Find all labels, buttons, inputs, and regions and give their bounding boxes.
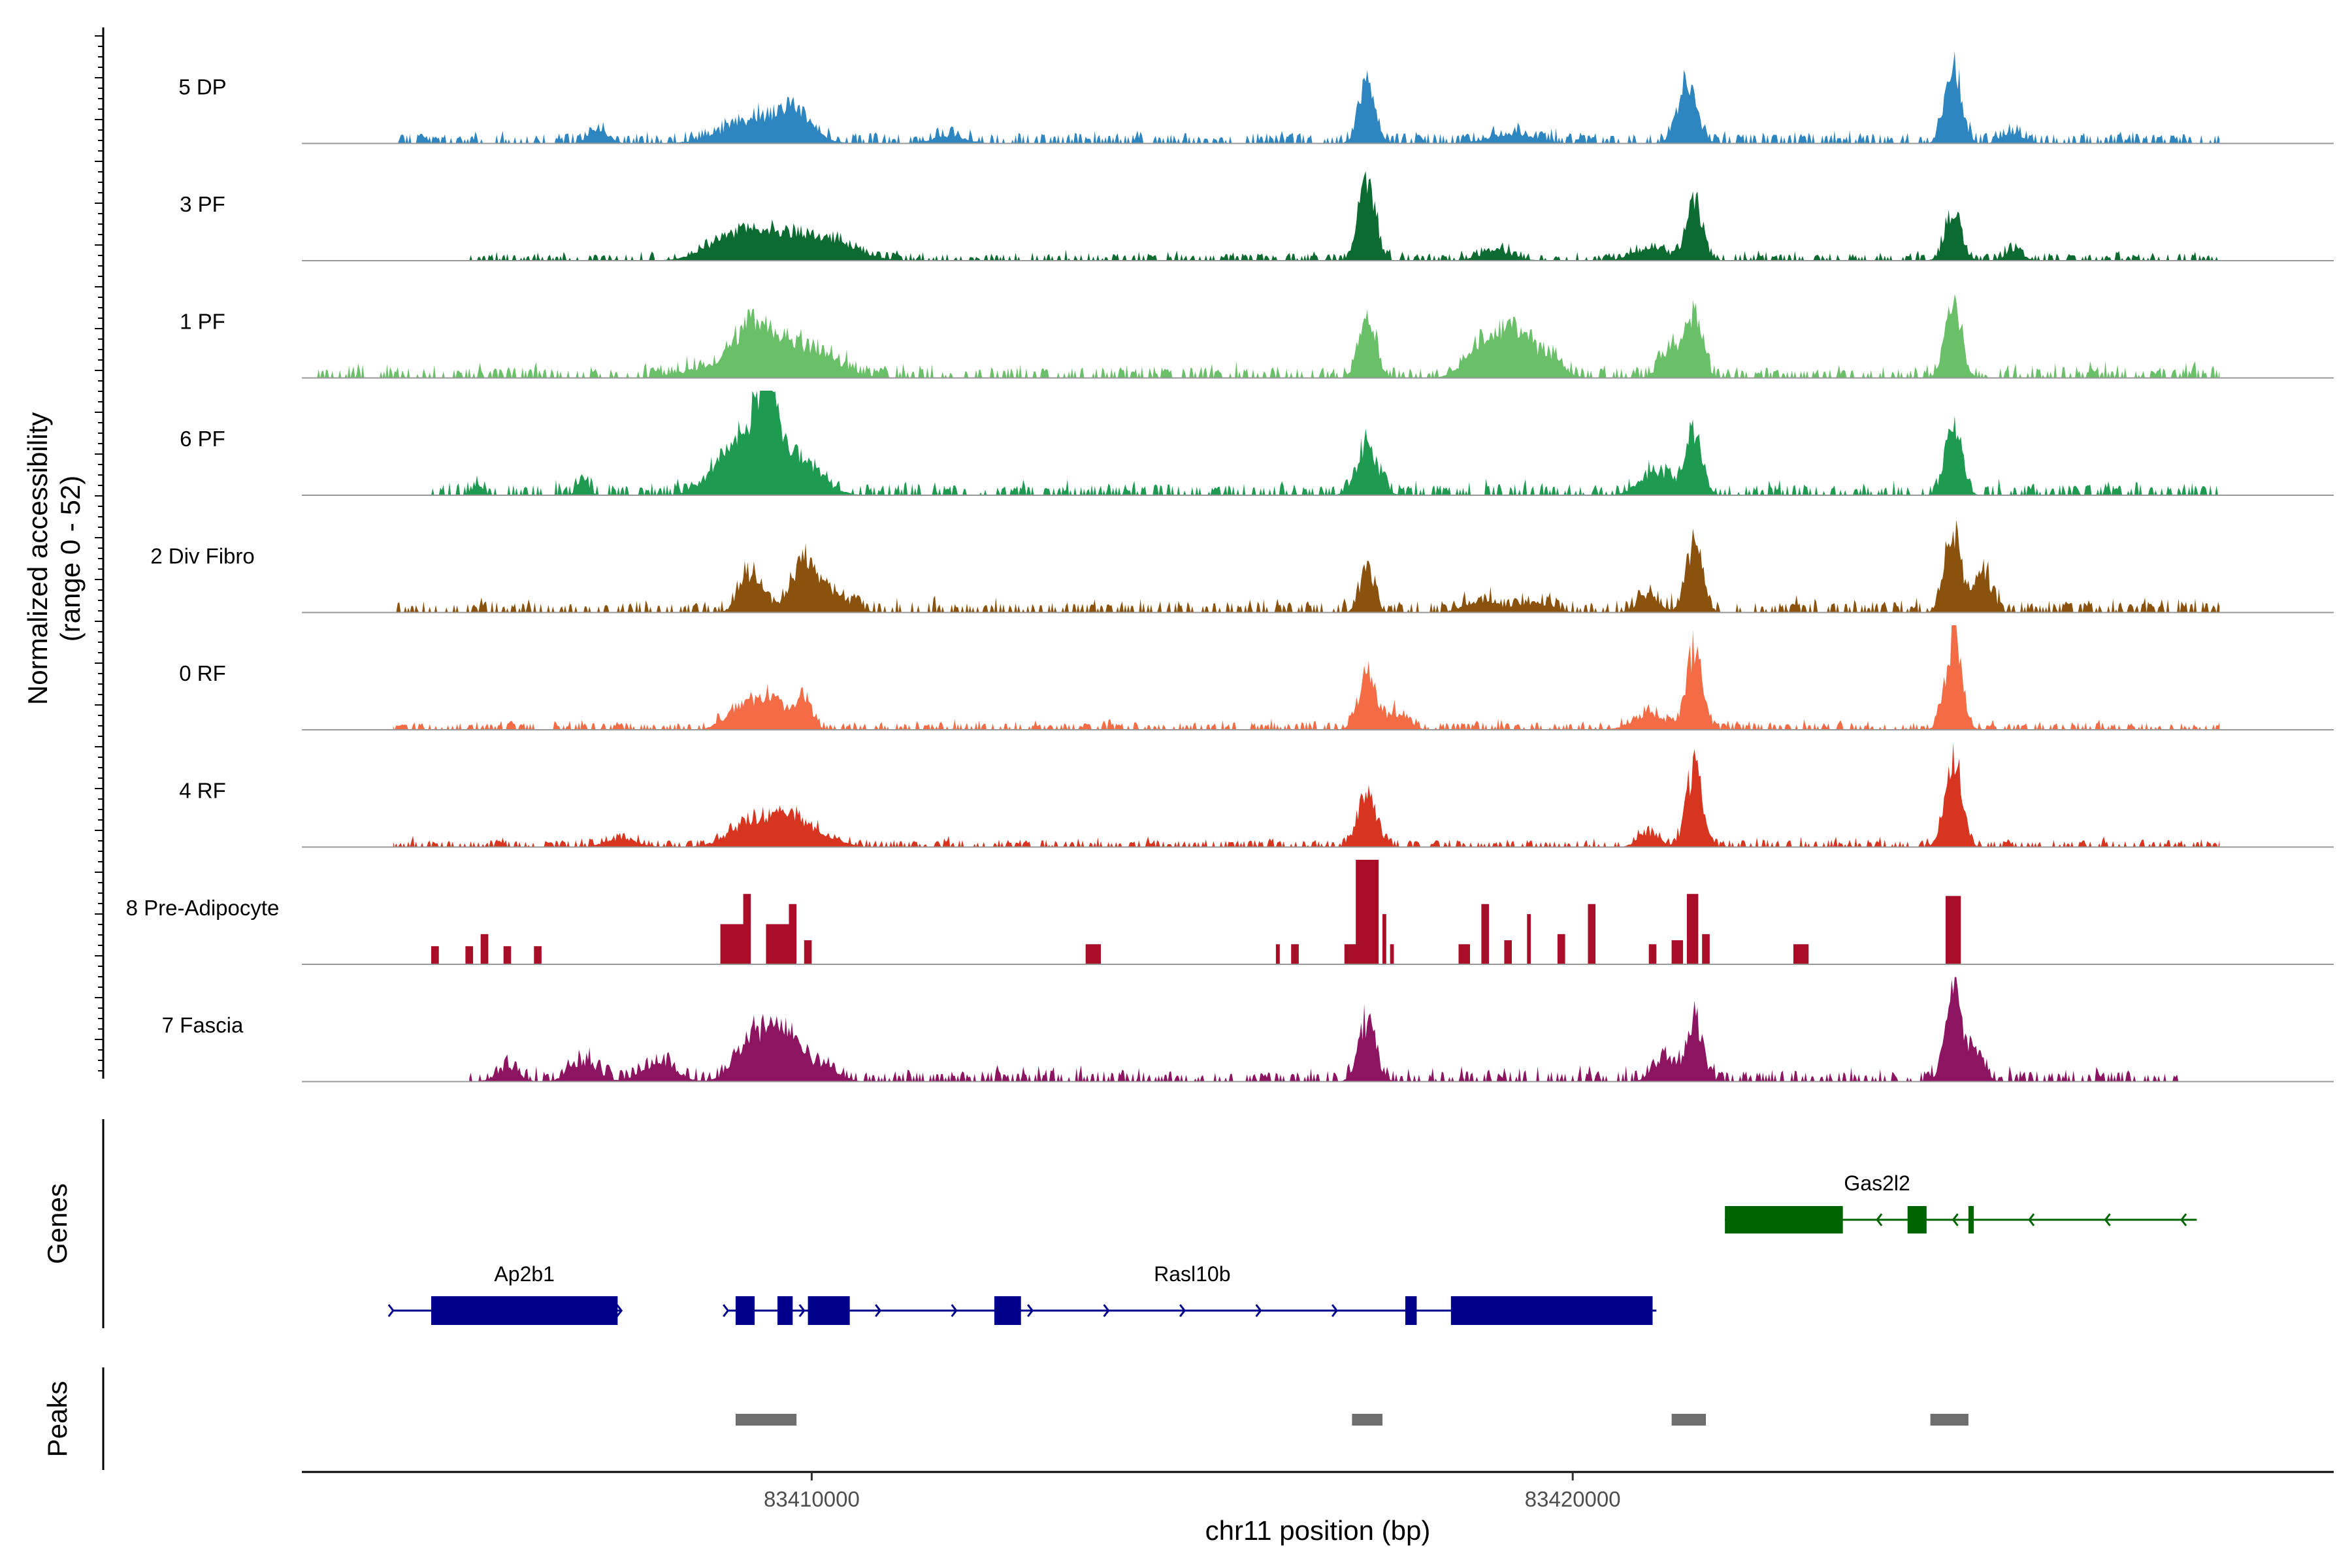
peak-region (735, 1414, 797, 1426)
peaks-panel: Peaks (42, 1367, 1968, 1470)
strand-arrow (1103, 1304, 1110, 1317)
track-label: 4 RF (179, 779, 226, 803)
track-label: 3 PF (180, 192, 225, 216)
strand-arrow (387, 1304, 395, 1317)
strand-arrow (1876, 1213, 1883, 1226)
peak-region (1352, 1414, 1383, 1426)
strand-arrow (1179, 1304, 1186, 1317)
peak-regions (735, 1414, 1968, 1426)
track-7-fascia: 7 Fascia (162, 977, 2334, 1083)
strand-arrow (875, 1304, 882, 1317)
gene-label: Rasl10b (1154, 1262, 1230, 1286)
gene-exon (1450, 1296, 1653, 1325)
strand-arrow (951, 1304, 958, 1317)
track-label: 1 PF (180, 310, 225, 334)
coverage-area-1-pf (317, 294, 2220, 378)
gene-models: Ap2b1 Rasl10b Gas2l2 (387, 1171, 2197, 1325)
strand-arrow (2028, 1213, 2035, 1226)
strand-arrow (1255, 1304, 1262, 1317)
strand-arrow (2180, 1213, 2187, 1226)
gene-exon (735, 1296, 755, 1325)
coverage-y-axis (95, 27, 105, 1079)
strand-arrow (798, 1304, 806, 1317)
gene-gas2l2: Gas2l2 (1725, 1171, 2197, 1233)
peak-region (1671, 1414, 1707, 1426)
track-label: 8 Pre-Adipocyte (126, 896, 280, 920)
genes-panel: Genes Ap2b1 Rasl10b Gas2l2 (42, 1119, 2197, 1328)
strand-arrow (1027, 1304, 1034, 1317)
gene-exon (994, 1296, 1021, 1325)
strand-arrow (1952, 1213, 1959, 1226)
track-1-pf: 1 PF (180, 294, 2334, 379)
gene-rasl10b: Rasl10b (723, 1262, 1657, 1325)
gene-exon (808, 1296, 850, 1325)
strand-arrow (723, 1304, 730, 1317)
y-axis-title: Normalized accessibility (22, 412, 53, 705)
track-label: 2 Div Fibro (150, 544, 255, 568)
gene-ap2b1: Ap2b1 (387, 1262, 623, 1325)
gene-exon (1725, 1206, 1843, 1233)
track-3-pf: 3 PF (180, 171, 2334, 261)
coverage-area-7-fascia (469, 977, 2181, 1082)
track-label: 6 PF (180, 427, 225, 451)
peaks-track-label: Peaks (42, 1381, 73, 1458)
track-label: 7 Fascia (162, 1013, 244, 1037)
track-label: 0 RF (179, 661, 226, 685)
gene-exon (1405, 1296, 1417, 1325)
gene-exon (1968, 1206, 1974, 1233)
track-6-pf: 6 PF (180, 391, 2334, 496)
strand-arrow (2104, 1213, 2111, 1226)
x-axis-title: chr11 position (bp) (1205, 1515, 1431, 1546)
x-axis: 83410000 83420000 chr11 position (bp) (302, 1471, 2334, 1546)
x-axis-ticks: 83410000 83420000 (764, 1472, 1621, 1511)
gene-exon (431, 1296, 618, 1325)
gene-exon (1907, 1206, 1927, 1233)
gene-label: Ap2b1 (494, 1262, 555, 1286)
peak-region (1930, 1414, 1968, 1426)
strand-arrow (616, 1304, 623, 1317)
track-label: 5 DP (178, 75, 226, 99)
coverage-y-title: Normalized accessibility (range 0 - 52) (22, 412, 86, 705)
coverage-tracks: 5 DP 3 PF 1 PF 6 PF 2 Div Fibro 0 RF 4 RF 8 Pre… (126, 51, 2334, 1083)
genes-track-label: Genes (42, 1183, 73, 1264)
track-5-dp: 5 DP (178, 51, 2334, 144)
track-2-div-fibro: 2 Div Fibro (150, 519, 2334, 613)
x-tick-label: 83420000 (1525, 1487, 1621, 1511)
y-axis-range: (range 0 - 52) (55, 476, 86, 642)
gene-label: Gas2l2 (1844, 1171, 1910, 1195)
gene-exon (777, 1296, 793, 1325)
x-tick-label: 83410000 (764, 1487, 860, 1511)
strand-arrow (1331, 1304, 1339, 1317)
track-8-pre-adipocyte: 8 Pre-Adipocyte (126, 860, 2334, 965)
track-4-rf: 4 RF (179, 742, 2334, 848)
track-0-rf: 0 RF (179, 625, 2334, 730)
